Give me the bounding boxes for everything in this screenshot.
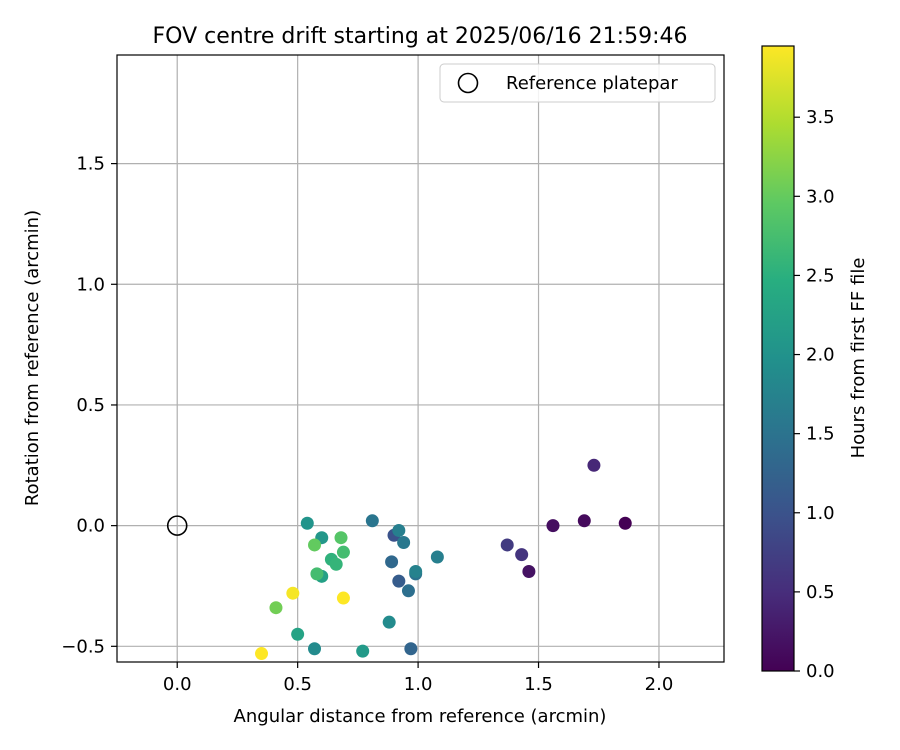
legend-box: [439, 63, 716, 103]
data-point: [409, 564, 423, 578]
y-axis-ticks: −0.5 0.0 0.5 1.0 1.5: [61, 154, 117, 657]
data-point: [300, 516, 314, 530]
data-point: [587, 458, 601, 472]
y-tick-label: −0.5: [61, 636, 105, 657]
colorbar-tick-label: 0.0: [806, 661, 835, 682]
colorbar-tick-label: 3.0: [806, 186, 835, 207]
x-axis-label: Angular distance from reference (arcmin): [234, 706, 607, 727]
data-points: [255, 458, 632, 661]
reference-platepar-marker: [166, 515, 188, 536]
data-point: [392, 523, 406, 537]
data-point: [385, 555, 399, 569]
colorbar-ticks: 0.0 0.5 1.0 1.5 2.0 2.5 3.0 3.5: [794, 107, 835, 682]
data-point: [336, 591, 350, 605]
data-point: [397, 536, 411, 550]
data-point: [515, 548, 529, 562]
x-gridlines: [176, 55, 660, 662]
y-axis-label: Rotation from reference (arcmin): [22, 210, 43, 506]
data-point: [577, 514, 591, 528]
data-point: [618, 516, 632, 530]
data-point: [356, 644, 370, 658]
data-point: [334, 531, 348, 545]
x-tick-label: 2.0: [645, 674, 674, 695]
data-point: [401, 584, 415, 598]
x-tick-label: 1.5: [524, 674, 553, 695]
y-tick-label: 1.0: [76, 274, 105, 295]
data-point: [291, 627, 305, 641]
y-gridlines: [117, 163, 724, 647]
data-point: [522, 564, 536, 578]
y-tick-label: 1.5: [76, 154, 105, 175]
colorbar-tick-label: 1.0: [806, 503, 835, 524]
colorbar-label: Hours from first FF file: [848, 258, 869, 459]
x-tick-label: 0.5: [283, 674, 312, 695]
colorbar-tick-label: 1.5: [806, 424, 835, 445]
data-point: [255, 647, 269, 661]
data-point: [546, 519, 560, 533]
data-point: [336, 545, 350, 559]
data-point: [329, 557, 343, 571]
y-tick-label: 0.5: [76, 395, 105, 416]
x-axis-ticks: 0.0 0.5 1.0 1.5 2.0: [163, 662, 673, 695]
data-point: [308, 538, 322, 552]
colorbar-tick-label: 0.5: [806, 582, 835, 603]
data-point: [382, 615, 396, 629]
data-point: [308, 642, 322, 656]
x-tick-label: 1.0: [404, 674, 433, 695]
data-point: [404, 642, 418, 656]
legend: Reference platepar: [439, 63, 716, 103]
data-point: [310, 567, 324, 581]
x-tick-label: 0.0: [163, 674, 192, 695]
plot-area-frame: [116, 54, 725, 663]
data-point: [269, 601, 283, 615]
legend-reference-icon: [457, 72, 479, 94]
colorbar-tick-label: 2.5: [806, 265, 835, 286]
colorbar: 0.0 0.5 1.0 1.5 2.0 2.5 3.0 3.5 Hours from firs…: [761, 45, 869, 682]
colorbar-tick-label: 3.5: [806, 107, 835, 128]
y-tick-label: 0.0: [76, 516, 105, 537]
data-point: [500, 538, 514, 552]
data-point: [286, 586, 300, 600]
data-point: [365, 514, 379, 528]
colorbar-gradient: [761, 45, 795, 672]
legend-entry-reference-platepar: Reference platepar: [506, 73, 678, 94]
data-point: [430, 550, 444, 564]
data-point: [392, 574, 406, 588]
chart-title: FOV centre drift starting at 2025/06/16 …: [153, 24, 688, 49]
colorbar-tick-label: 2.0: [806, 345, 835, 366]
